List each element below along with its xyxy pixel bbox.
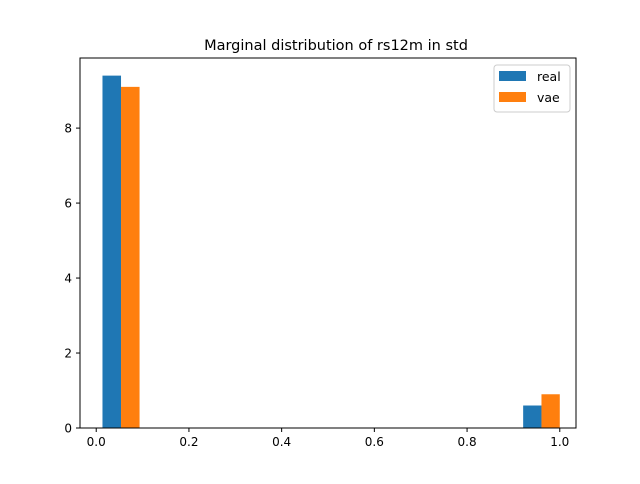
legend-swatch-real xyxy=(499,71,526,81)
y-tick-label: 6 xyxy=(64,197,72,211)
bar-vae-1 xyxy=(541,394,560,428)
y-tick-label: 0 xyxy=(64,422,72,436)
legend: real vae xyxy=(493,64,571,113)
x-tick-label: 0.6 xyxy=(365,435,384,449)
x-tick-label: 0.2 xyxy=(179,435,198,449)
plot-frame xyxy=(79,57,577,429)
y-axis-ticks: 0 2 4 6 8 xyxy=(64,122,80,436)
x-tick-label: 0.8 xyxy=(458,435,477,449)
bar-real-1 xyxy=(523,405,542,428)
y-tick-label: 4 xyxy=(64,272,72,286)
legend-label-real: real xyxy=(537,69,561,84)
legend-swatch-vae xyxy=(499,92,526,102)
legend-label-vae: vae xyxy=(537,90,560,105)
x-axis-ticks: 0.0 0.2 0.4 0.6 0.8 1.0 xyxy=(87,428,569,449)
x-tick-label: 0.0 xyxy=(87,435,106,449)
y-tick-label: 8 xyxy=(64,122,72,136)
x-tick-label: 1.0 xyxy=(550,435,569,449)
bar-vae-0 xyxy=(121,86,140,429)
chart-title: Marginal distribution of rs12m in std xyxy=(204,38,468,54)
x-tick-label: 0.4 xyxy=(272,435,291,449)
bar-real-0 xyxy=(102,75,122,429)
bars-layer xyxy=(102,75,560,429)
y-tick-label: 2 xyxy=(64,347,72,361)
